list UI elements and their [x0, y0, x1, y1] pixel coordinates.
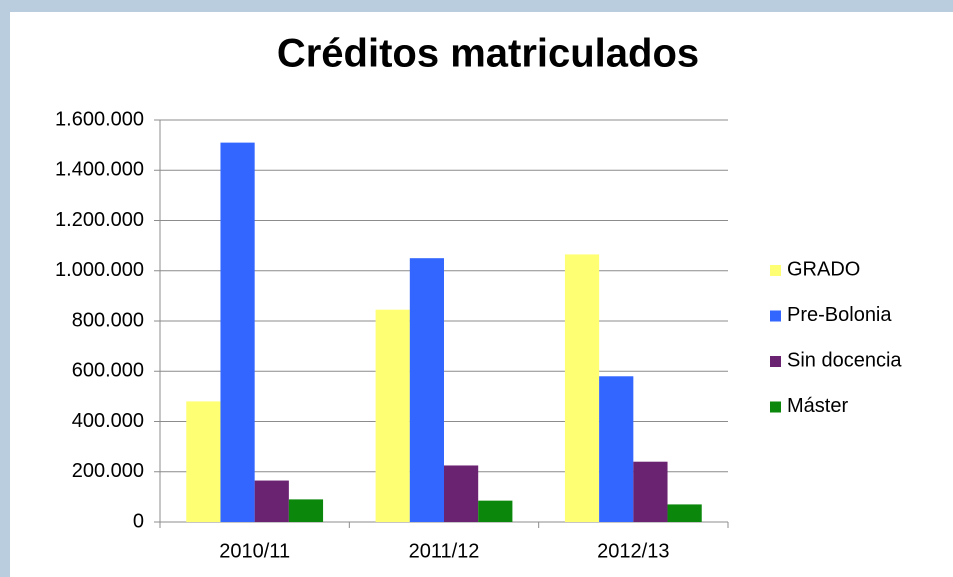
legend-swatch — [770, 356, 781, 367]
bar — [478, 500, 513, 522]
legend-label: Sin docencia — [787, 349, 902, 371]
y-tick-label: 1.400.000 — [55, 159, 144, 181]
x-tick-label: 2010/11 — [219, 540, 290, 562]
legend-label: Máster — [787, 395, 848, 417]
bar — [186, 401, 221, 522]
x-tick-label: 2012/13 — [597, 540, 669, 562]
chart-title: Créditos matriculados — [277, 32, 699, 76]
legend-swatch — [770, 265, 781, 276]
bar — [564, 254, 600, 522]
y-tick-label: 0 — [133, 510, 144, 532]
bar — [220, 142, 255, 523]
legend-swatch — [770, 310, 781, 322]
bar — [599, 376, 634, 522]
bar — [288, 499, 324, 522]
chart-panel — [10, 12, 953, 577]
bar — [409, 258, 444, 522]
legend-label: GRADO — [787, 258, 860, 280]
y-tick-label: 1.000.000 — [55, 259, 144, 281]
bar — [375, 309, 410, 522]
bar — [444, 465, 479, 522]
legend-label: Pre-Bolonia — [787, 304, 892, 326]
x-tick-label: 2011/12 — [409, 540, 480, 562]
bar — [667, 504, 702, 522]
bar — [254, 480, 289, 522]
y-tick-label: 1.200.000 — [55, 209, 144, 231]
y-tick-label: 800.000 — [72, 309, 144, 331]
bar — [633, 461, 668, 522]
legend-swatch — [770, 401, 781, 413]
y-tick-label: 200.000 — [72, 460, 144, 482]
y-tick-label: 400.000 — [72, 410, 144, 432]
y-tick-label: 600.000 — [72, 360, 144, 382]
y-tick-label: 1.600.000 — [55, 108, 144, 130]
